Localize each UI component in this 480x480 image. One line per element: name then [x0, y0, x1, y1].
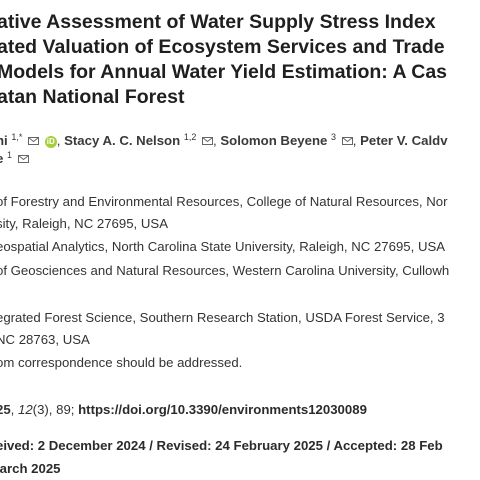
author-5-affil-ref: 1 — [7, 150, 13, 160]
author-3-affil-ref: 3 — [331, 132, 337, 142]
author-1-name[interactable]: hi — [0, 133, 8, 148]
citation-line: 25, 12(3), 89; https://doi.org/10.3390/e… — [0, 402, 367, 417]
envelope-icon[interactable] — [341, 137, 353, 145]
affiliation-3: of Geosciences and Natural Resources, We… — [0, 263, 450, 278]
author-list: hi 1,* iD, Stacy A. C. Nelson 1,2 , Solo… — [0, 128, 448, 150]
affiliation-4-line-1: egrated Forest Science, Southern Researc… — [0, 310, 445, 325]
title-line-1: ative Assessment of Water Supply Stress … — [0, 11, 436, 33]
article-title: ative Assessment of Water Supply Stress … — [0, 10, 480, 110]
citation-issue: (3), 89; — [32, 402, 75, 417]
affiliation-1-line-2: sity, Raleigh, NC 27695, USA — [0, 216, 169, 231]
envelope-icon[interactable] — [28, 137, 40, 145]
envelope-icon[interactable] — [202, 137, 214, 145]
envelope-icon[interactable] — [17, 155, 29, 163]
affiliation-4-line-2: NC 28763, USA — [0, 332, 90, 347]
title-line-4: atan National Forest — [0, 86, 185, 108]
orcid-icon[interactable]: iD — [44, 136, 57, 148]
publication-dates: eived: 2 December 2024 / Revised: 24 Feb… — [0, 434, 443, 480]
title-line-2: ated Valuation of Ecosystem Services and… — [0, 36, 445, 58]
citation-year: 25 — [0, 402, 11, 417]
author-4-name[interactable]: Peter V. Caldv — [360, 133, 448, 148]
author-5-name[interactable]: e — [0, 151, 3, 166]
dates-line-2: larch 2025 — [0, 461, 61, 476]
author-separator: , — [56, 133, 61, 148]
dates-line-1: eived: 2 December 2024 / Revised: 24 Feb… — [0, 438, 443, 453]
author-3-name[interactable]: Solomon Beyene — [220, 133, 328, 148]
citation-volume: 12 — [18, 402, 33, 417]
correspondence-note: om correspondence should be addressed. — [0, 355, 243, 370]
title-line-3: Models for Annual Water Yield Estimation… — [0, 61, 448, 83]
author-2-name[interactable]: Stacy A. C. Nelson — [64, 133, 181, 148]
author-1-affil-ref: 1,* — [11, 132, 23, 142]
author-separator: , — [213, 133, 217, 148]
affiliation-1-line-1: of Forestry and Environmental Resources,… — [0, 194, 448, 209]
doi-link[interactable]: https://doi.org/10.3390/environments1203… — [78, 402, 367, 417]
author-2-affil-ref: 1,2 — [183, 132, 197, 142]
author-list-continued: e 1 — [0, 150, 29, 166]
affiliation-2: eospatial Analytics, North Carolina Stat… — [0, 239, 446, 254]
author-separator: , — [352, 133, 357, 148]
